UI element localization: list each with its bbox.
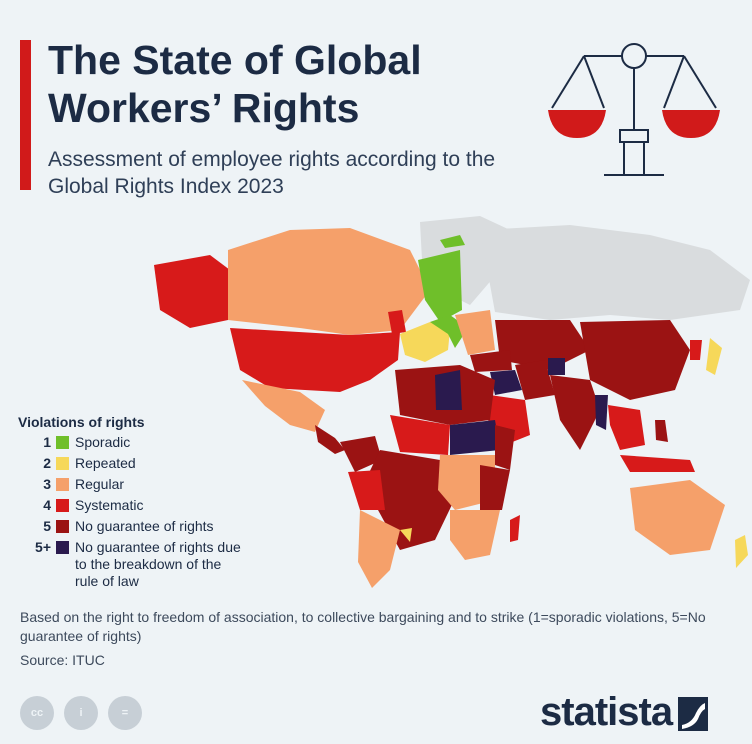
region-turkey [470, 350, 512, 372]
region-uruguay [400, 528, 412, 542]
page-subtitle: Assessment of employee rights according … [48, 148, 496, 198]
legend-item-number: 4 [43, 497, 51, 513]
region-colombia [340, 436, 382, 472]
region-brazil [368, 450, 460, 550]
legend-swatch [56, 499, 69, 512]
region-new-zealand [735, 535, 748, 568]
legend-item: 5+ No guarantee of rights due to the bre… [18, 539, 258, 590]
source-note: Source: ITUC [20, 652, 105, 668]
creative-commons-icon[interactable]: cc [20, 696, 54, 730]
region-southern-africa [450, 510, 500, 560]
region-afghanistan [548, 358, 565, 375]
statista-mark-icon [678, 697, 709, 731]
region-alaska [154, 255, 230, 328]
attribution-icon[interactable]: i [64, 696, 98, 730]
legend-item: 1 Sporadic [18, 434, 258, 451]
no-derivatives-icon[interactable]: = [108, 696, 142, 730]
legend-swatch [56, 436, 69, 449]
legend-item-label: Regular [75, 476, 125, 492]
region-argentina-chile [358, 510, 400, 588]
region-indonesia [620, 455, 695, 472]
region-sahel [450, 420, 500, 455]
page-title: The State of Global Workers’ Rights [48, 37, 422, 131]
region-china [580, 320, 690, 400]
region-usa [230, 328, 400, 392]
legend-item: 2 Repeated [18, 455, 258, 472]
region-russia [480, 225, 750, 320]
legend-item-label: Sporadic [75, 434, 131, 450]
region-libya [435, 370, 462, 410]
license-icons: cc i = [20, 696, 142, 730]
map-legend: Violations of rights 1 Sporadic 2 Repeat… [18, 414, 258, 594]
legend-item-number: 5+ [35, 539, 51, 555]
legend-swatch [56, 457, 69, 470]
world-map [154, 216, 750, 588]
legend-item-label: No guarantee of rights due to the breakd… [75, 539, 241, 589]
region-canada [228, 228, 430, 335]
legend-item-label: Systematic [75, 497, 144, 513]
statista-logo[interactable]: statista [540, 690, 709, 734]
region-scandinavia [418, 250, 462, 322]
legend-swatch [56, 541, 69, 554]
legend-item: 4 Systematic [18, 497, 258, 514]
scales-of-justice-icon [548, 43, 720, 176]
region-myanmar [595, 395, 608, 430]
legend-swatch [56, 478, 69, 491]
legend-item-number: 3 [43, 476, 51, 492]
region-east-africa [480, 465, 510, 510]
region-iceland [440, 235, 465, 248]
region-uk [388, 310, 406, 334]
legend-item-number: 2 [43, 455, 51, 471]
region-korea [690, 340, 702, 360]
title-accent-bar [20, 40, 31, 190]
region-peru-bolivia [348, 470, 385, 510]
region-syria-iraq [490, 370, 522, 395]
legend-item-number: 5 [43, 518, 51, 534]
legend-item-label: Repeated [75, 455, 136, 471]
region-eastern-europe [455, 310, 495, 355]
legend-item: 3 Regular [18, 476, 258, 493]
methodology-note: Based on the right to freedom of associa… [20, 609, 706, 644]
legend-item-label: No guarantee of rights [75, 518, 214, 534]
region-iran [515, 360, 555, 400]
region-southeast-asia [608, 405, 645, 450]
region-central-asia [495, 320, 590, 370]
region-australia [630, 480, 725, 555]
region-west-africa [390, 415, 450, 455]
region-horn-of-africa [495, 425, 515, 470]
legend-swatch [56, 520, 69, 533]
brand-name: statista [540, 690, 673, 734]
region-central-america [315, 425, 345, 454]
region-mexico [242, 380, 325, 432]
legend-item: 5 No guarantee of rights [18, 518, 258, 535]
legend-title: Violations of rights [18, 414, 145, 430]
legend-item-number: 1 [43, 434, 51, 450]
region-japan [706, 338, 722, 375]
region-western-europe [400, 322, 450, 362]
region-madagascar [510, 515, 520, 542]
region-india [550, 375, 600, 450]
region-philippines [655, 420, 668, 442]
